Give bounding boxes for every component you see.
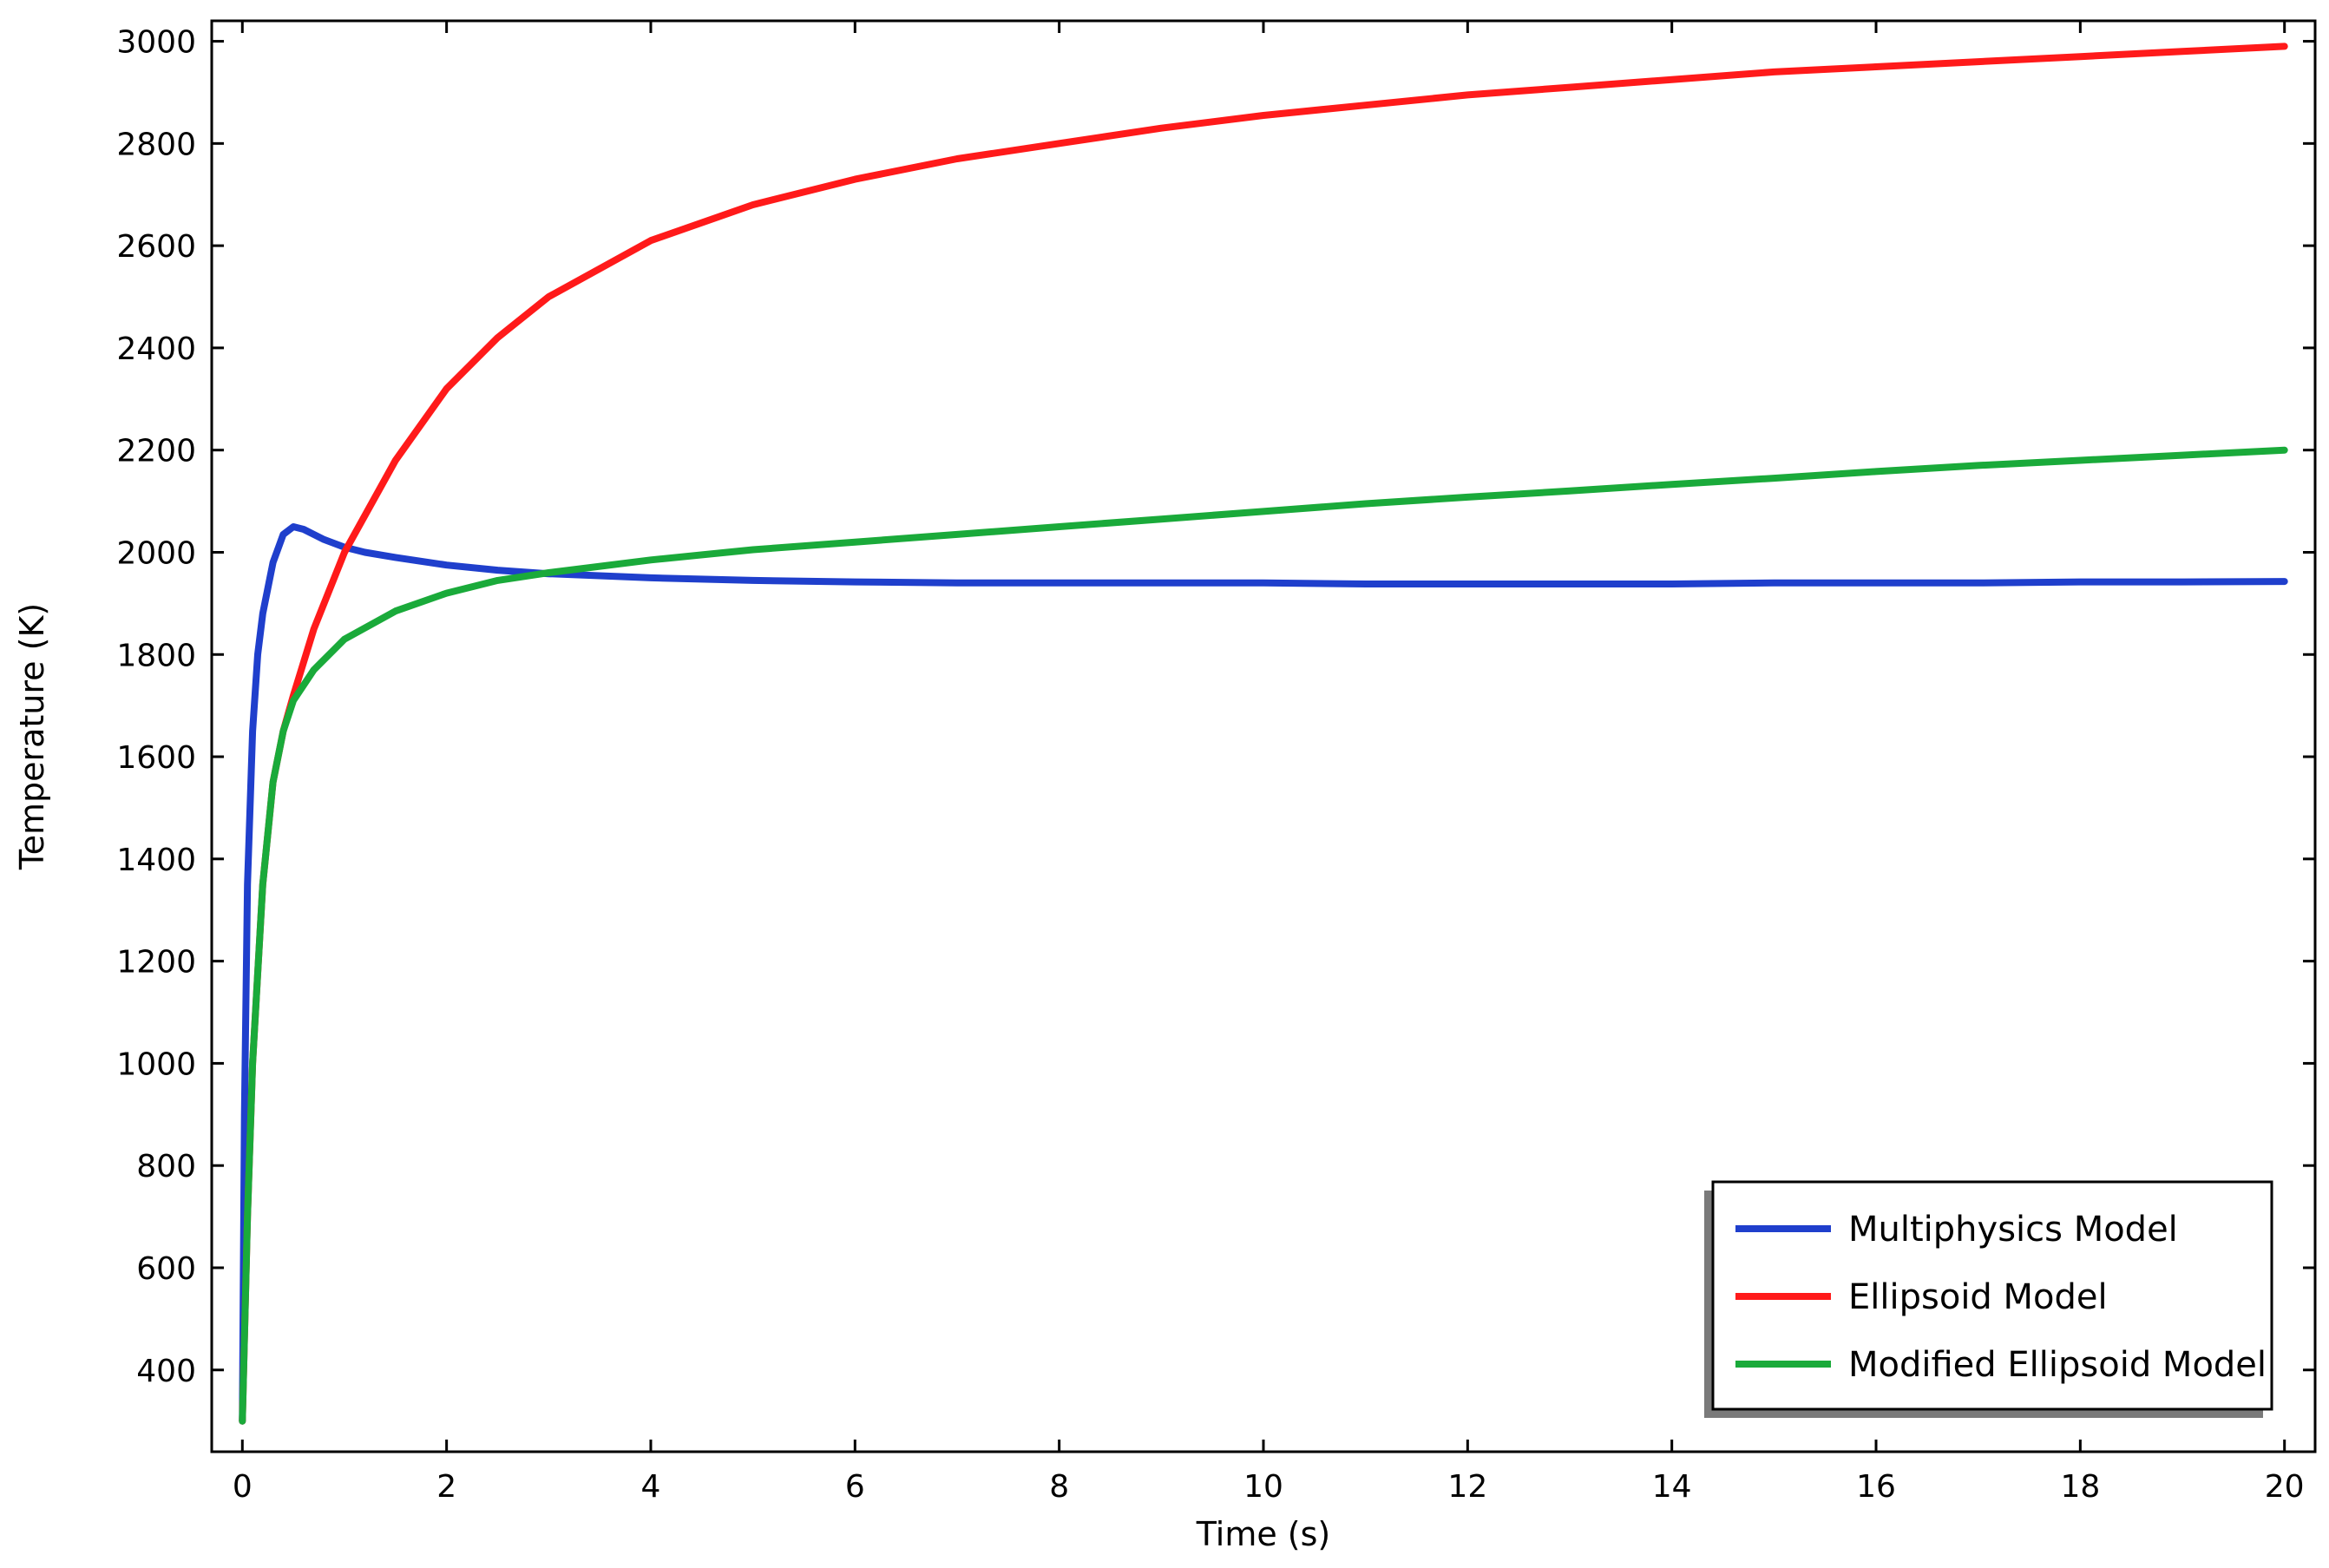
x-tick-label: 10 bbox=[1243, 1469, 1283, 1505]
x-tick-label: 12 bbox=[1447, 1469, 1487, 1505]
y-tick-label: 800 bbox=[136, 1149, 196, 1184]
x-tick-label: 14 bbox=[1652, 1469, 1692, 1505]
series-group bbox=[239, 43, 2288, 1425]
y-tick-label: 2600 bbox=[116, 229, 196, 265]
y-tick-label: 1200 bbox=[116, 945, 196, 981]
x-tick-label: 0 bbox=[233, 1469, 253, 1505]
y-tick-label: 1000 bbox=[116, 1046, 196, 1082]
x-tick-label: 20 bbox=[2265, 1469, 2305, 1505]
x-tick-label: 6 bbox=[845, 1469, 865, 1505]
y-tick-label: 1800 bbox=[116, 638, 196, 673]
y-tick-label: 2000 bbox=[116, 535, 196, 571]
y-axis-label: Temperature (K) bbox=[13, 603, 51, 870]
y-tick-label: 400 bbox=[136, 1354, 196, 1389]
legend: Multiphysics Model Ellipsoid Model Modifie… bbox=[1704, 1180, 2273, 1418]
y-tick-label: 3000 bbox=[116, 25, 196, 61]
tick-group: 0 2 4 6 8 10 12 14 16 18 20 400 600 800 1000 1200 1400 16… bbox=[116, 21, 2315, 1505]
x-axis-label: Time (s) bbox=[1196, 1515, 1331, 1553]
x-tick-label: 2 bbox=[436, 1469, 456, 1505]
y-tick-label: 2800 bbox=[116, 127, 196, 162]
series-line-3 bbox=[239, 446, 2288, 1425]
y-tick-label: 2200 bbox=[116, 434, 196, 469]
x-tick-label: 16 bbox=[1856, 1469, 1896, 1505]
x-tick-label: 18 bbox=[2060, 1469, 2100, 1505]
y-tick-label: 2400 bbox=[116, 331, 196, 367]
legend-label-3: Modified Ellipsoid Model bbox=[1848, 1345, 2267, 1385]
x-tick-label: 4 bbox=[641, 1469, 661, 1505]
y-tick-label: 1400 bbox=[116, 843, 196, 878]
legend-label-1: Multiphysics Model bbox=[1848, 1210, 2178, 1250]
y-tick-label: 1600 bbox=[116, 740, 196, 776]
x-tick-label: 8 bbox=[1049, 1469, 1069, 1505]
legend-label-2: Ellipsoid Model bbox=[1848, 1277, 2108, 1317]
y-tick-label: 600 bbox=[136, 1251, 196, 1287]
